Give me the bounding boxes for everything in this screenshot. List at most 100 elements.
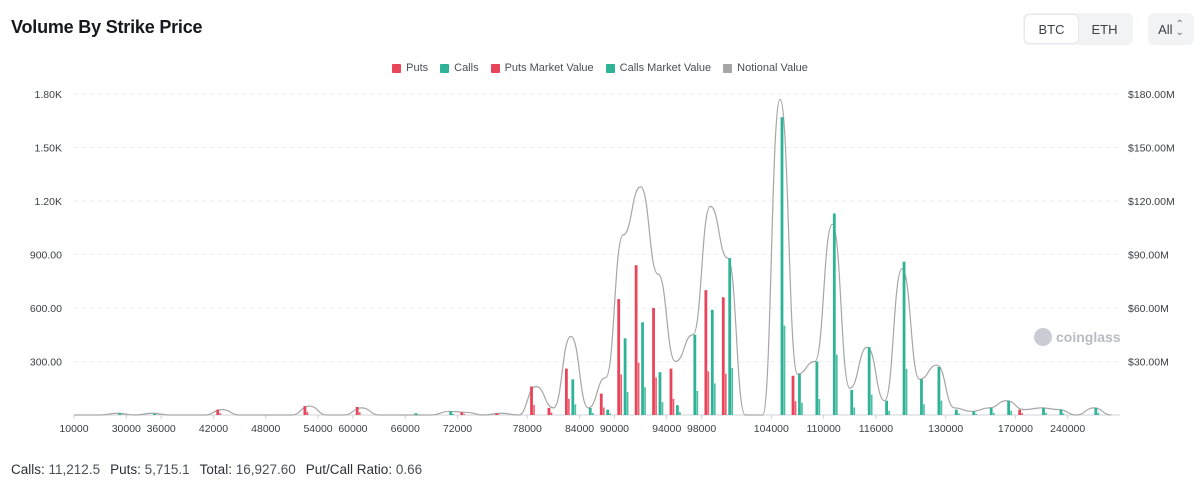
puts-market-value-bar — [358, 412, 361, 415]
range-select[interactable]: All ⌃ ⌄ — [1148, 13, 1194, 45]
calls-market-value-bar — [679, 412, 681, 415]
legend-item-notional-value[interactable]: Notional Value — [723, 62, 808, 74]
eth-toggle-button[interactable]: ETH — [1091, 21, 1118, 37]
calls-bar — [676, 405, 679, 415]
chevron-updown-icon: ⌃ ⌄ — [1175, 19, 1184, 38]
calls-bar — [449, 411, 453, 415]
summary-footer: Calls: 11,212.5 Puts: 5,715.1 Total: 16,… — [11, 462, 422, 477]
legend-item-calls[interactable]: Calls — [440, 62, 479, 74]
puts-bar — [216, 409, 220, 415]
calls-bar — [571, 379, 575, 415]
puts-market-value-bar — [533, 405, 535, 415]
y2-tick-label: $90.00M — [1128, 250, 1169, 262]
puts-bar — [303, 406, 307, 415]
puts-bar — [669, 368, 673, 415]
calls-market-value-bar — [644, 387, 646, 415]
puts-market-value-bar — [672, 398, 675, 415]
legend-label: Notional Value — [737, 62, 808, 74]
calls-market-value-bar — [1010, 410, 1012, 415]
calls-bar — [1094, 407, 1098, 415]
calls-market-value-bar — [888, 410, 890, 415]
x-tick-label: 66000 — [391, 423, 420, 435]
calls-market-value-bar — [923, 404, 925, 415]
puts-market-value-bar — [568, 398, 570, 415]
calls-market-value-bar — [801, 402, 803, 415]
x-tick-label: 30000 — [112, 423, 141, 435]
ratio-value: 0.66 — [395, 462, 423, 477]
calls-market-value-bar — [696, 390, 699, 415]
puts-market-value-bar — [550, 412, 553, 415]
calls-bar — [641, 322, 644, 415]
legend-label: Calls — [454, 62, 479, 74]
calls-market-value-bar — [835, 354, 838, 415]
legend-swatch — [392, 63, 402, 73]
puts-market-value-bar — [655, 377, 657, 415]
calls-market-value-bar — [905, 368, 908, 415]
calls-bar — [118, 413, 121, 415]
calls-market-value-bar — [591, 412, 594, 415]
calls-bar — [153, 413, 156, 415]
x-tick-label: 116000 — [859, 423, 893, 435]
puts-market-value-bar — [637, 362, 640, 415]
legend-item-puts-market-value[interactable]: Puts Market Value — [490, 62, 594, 74]
calls-bar — [693, 334, 697, 415]
puts-value: 5,715.1 — [144, 462, 190, 477]
x-tick-label: 98000 — [687, 423, 716, 435]
y2-tick-label: $60.00M — [1128, 303, 1169, 315]
puts-market-value-bar — [707, 371, 710, 415]
calls-bar — [414, 413, 418, 415]
puts-market-value-bar — [794, 401, 797, 415]
calls-bar — [728, 258, 732, 415]
btc-toggle-button[interactable]: BTC — [1025, 15, 1078, 43]
puts-bar — [791, 375, 795, 415]
x-tick-label: 42000 — [199, 423, 228, 435]
calls-bar — [588, 407, 592, 415]
x-tick-label: 94000 — [652, 423, 681, 435]
puts-bar — [617, 299, 621, 415]
legend-label: Puts — [406, 62, 429, 74]
volume-chart: 300.00 $30.00M 600.00 $60.00M 900.00 $90.00M 1… — [30, 89, 1175, 435]
y-tick-label: 600.00 — [30, 303, 62, 315]
calls-bar — [850, 390, 854, 415]
puts-bar — [530, 386, 533, 415]
y-tick-label: 1.50K — [35, 143, 62, 155]
puts-market-value-bar — [620, 374, 623, 415]
puts-bar — [704, 290, 708, 415]
calls-bar — [710, 309, 714, 415]
x-tick-label: 72000 — [443, 423, 472, 435]
puts-bar — [495, 413, 499, 415]
puts-label: Puts: — [110, 462, 141, 477]
legend-item-calls-market-value[interactable]: Calls Market Value — [605, 62, 711, 74]
calls-market-value-bar — [818, 398, 821, 415]
range-select-label: All — [1158, 21, 1173, 37]
calls-market-value-bar — [958, 413, 960, 415]
legend-swatch — [490, 63, 500, 73]
y-tick-label: 1.80K — [35, 89, 62, 101]
page-title: Volume By Strike Price — [11, 17, 203, 37]
calls-bar — [920, 379, 923, 415]
puts-bar — [547, 407, 551, 415]
x-tick-label: 54000 — [303, 423, 332, 435]
puts-bar — [355, 406, 359, 415]
legend-item-puts[interactable]: Puts — [392, 62, 428, 74]
calls-bar — [937, 366, 941, 415]
calls-market-value-bar — [609, 413, 612, 415]
calls-bar — [972, 411, 976, 415]
y2-tick-label: $150.00M — [1128, 143, 1175, 155]
calls-bar — [954, 409, 958, 415]
calls-bar — [780, 117, 784, 415]
x-tick-label: 240000 — [1050, 423, 1085, 435]
calls-bar — [623, 338, 627, 415]
x-tick-label: 48000 — [251, 423, 280, 435]
total-label: Total: — [199, 462, 232, 477]
calls-market-value-bar — [121, 414, 123, 415]
puts-bar — [1018, 409, 1022, 415]
calls-market-value-bar — [661, 402, 664, 415]
x-tick-label: 90000 — [600, 423, 629, 435]
x-tick-label: 84000 — [565, 423, 594, 435]
legend-swatch — [723, 63, 733, 73]
x-tick-label: 130000 — [928, 423, 963, 435]
y-tick-label: 900.00 — [30, 250, 62, 262]
legend-swatch — [440, 63, 450, 73]
x-tick-label: 170000 — [998, 423, 1033, 435]
